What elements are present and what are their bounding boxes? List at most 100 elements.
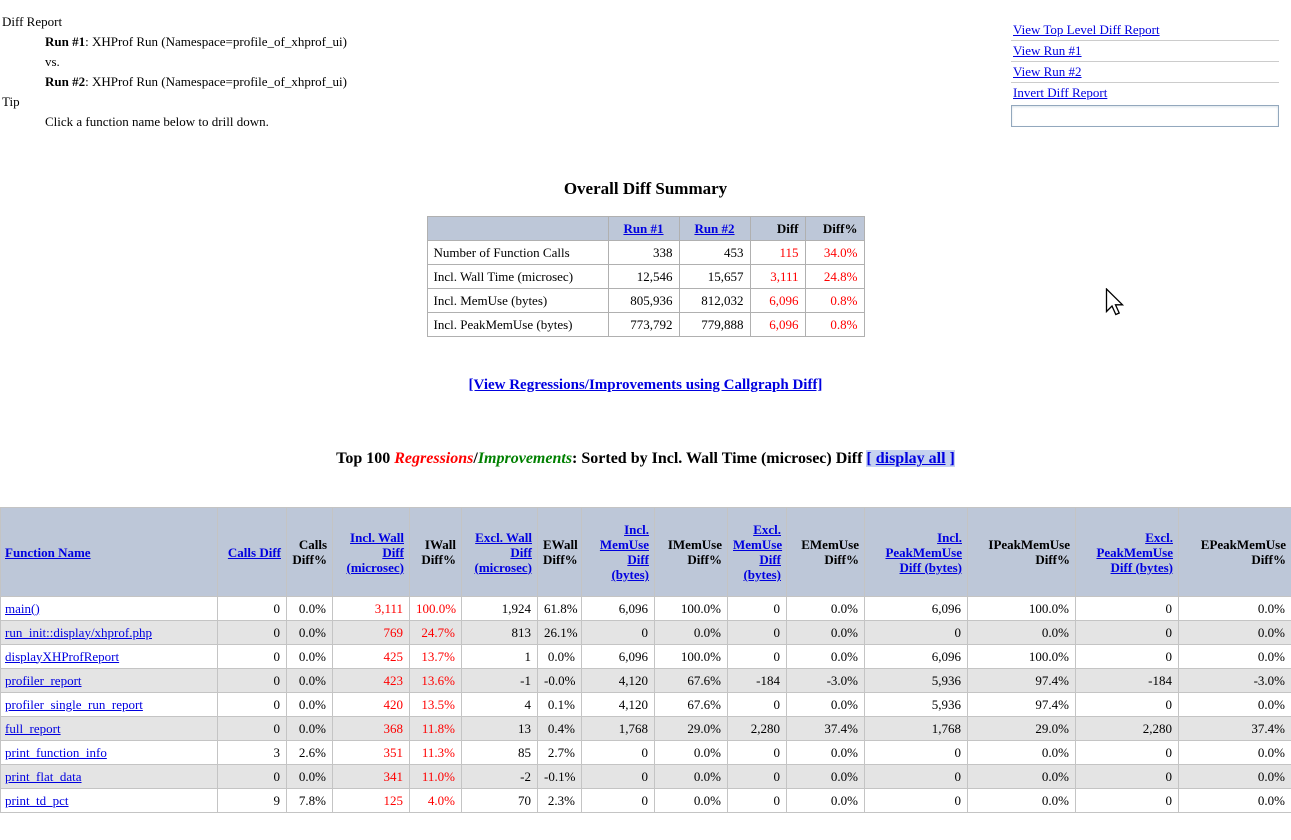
- sort-link[interactable]: Excl. MemUse Diff (bytes): [733, 522, 783, 582]
- col-header-excl-memuse-diff-bytes[interactable]: Excl. MemUse Diff (bytes): [727, 507, 787, 597]
- function-link[interactable]: print_td_pct: [5, 792, 69, 808]
- display-all-link[interactable]: display all: [875, 450, 946, 467]
- col-header-calls-diff[interactable]: Calls Diff: [217, 507, 287, 597]
- function-link[interactable]: displayXHProfReport: [5, 648, 120, 664]
- col-header-incl-peakmemuse-diff-bytes[interactable]: Incl. PeakMemUse Diff (bytes): [864, 507, 968, 597]
- function-name-cell: full_report: [0, 716, 218, 741]
- col-header-epeakmemuse-diff: EPeakMemUse Diff%: [1178, 507, 1291, 597]
- diff-value-cell: 0.0%: [786, 620, 865, 645]
- function-link[interactable]: print_flat_data: [5, 768, 82, 784]
- sort-link[interactable]: Calls Diff: [227, 544, 281, 560]
- sort-link[interactable]: Incl. Wall Diff (microsec): [346, 529, 404, 575]
- col-header-excl-peakmemuse-diff-bytes[interactable]: Excl. PeakMemUse Diff (bytes): [1075, 507, 1179, 597]
- diff-report-description: Diff Report Run #1: XHProf Run (Namespac…: [0, 12, 1011, 132]
- diff-value-cell: 0.0%: [1178, 788, 1291, 813]
- function-link[interactable]: run_init::display/xhprof.php: [5, 624, 152, 640]
- diff-value-cell: 3,111: [332, 596, 410, 621]
- diff-value-cell: 0: [864, 788, 968, 813]
- diff-value-cell: 6,096: [864, 596, 968, 621]
- top100-middle: : Sorted by Incl. Wall Time (microsec) D…: [572, 450, 867, 467]
- diff-value-cell: 813: [461, 620, 538, 645]
- diff-value-cell: 11.8%: [409, 716, 462, 741]
- diff-value-cell: 0.0%: [967, 788, 1076, 813]
- view-top-level-diff-report-link[interactable]: View Top Level Diff Report: [1013, 22, 1160, 37]
- nav-item: View Run #2: [1011, 62, 1279, 83]
- diff-value-cell: 0.0%: [786, 596, 865, 621]
- diff-value-cell: 425: [332, 644, 410, 669]
- diff-value-cell: 2,280: [727, 716, 787, 741]
- diff-value-cell: 0: [1075, 620, 1179, 645]
- summary-value: 3,111: [749, 264, 806, 289]
- bracket-left: [: [866, 450, 876, 467]
- function-row: print_function_info 3 2.6% 351 11.3% 85 2.7% 0 0…: [0, 740, 1291, 765]
- summary-col-header[interactable]: Run #2: [678, 216, 751, 241]
- sort-link[interactable]: Excl. Wall Diff (microsec): [474, 529, 532, 575]
- report-title: Diff Report: [2, 14, 63, 29]
- summary-run-link[interactable]: Run #1: [623, 220, 664, 236]
- diff-value-cell: 0.4%: [537, 716, 582, 741]
- summary-value: 0.8%: [804, 312, 865, 337]
- diff-value-cell: 2.6%: [286, 740, 333, 765]
- summary-run-link[interactable]: Run #2: [694, 220, 735, 236]
- diff-value-cell: 2.3%: [537, 788, 582, 813]
- diff-value-cell: 0: [217, 596, 287, 621]
- summary-value: 773,792: [607, 312, 680, 337]
- diff-value-cell: 0.0%: [654, 764, 728, 789]
- view-callgraph-diff-link[interactable]: [View Regressions/Improvements using Cal…: [468, 377, 823, 393]
- diff-value-cell: 100.0%: [967, 644, 1076, 669]
- function-link[interactable]: profiler_report: [5, 672, 82, 688]
- diff-value-cell: 97.4%: [967, 692, 1076, 717]
- invert-diff-report-link[interactable]: Invert Diff Report: [1013, 85, 1108, 100]
- diff-value-cell: 0: [581, 620, 655, 645]
- summary-metric-label: Incl. MemUse (bytes): [426, 288, 609, 313]
- diff-value-cell: 0.0%: [786, 692, 865, 717]
- summary-value: 115: [749, 240, 806, 265]
- diff-value-cell: 420: [332, 692, 410, 717]
- summary-value: 812,032: [678, 288, 751, 313]
- diff-value-cell: 29.0%: [967, 716, 1076, 741]
- diff-value-cell: 0.0%: [654, 740, 728, 765]
- sort-link[interactable]: Incl. PeakMemUse Diff (bytes): [885, 529, 962, 575]
- col-header-incl-memuse-diff-bytes[interactable]: Incl. MemUse Diff (bytes): [581, 507, 655, 597]
- function-link[interactable]: main(): [5, 600, 40, 616]
- summary-col-header: [426, 216, 609, 241]
- function-link[interactable]: print_function_info: [5, 744, 107, 760]
- function-name-cell: print_flat_data: [0, 764, 218, 789]
- view-run1-link[interactable]: View Run #1: [1013, 43, 1082, 58]
- diff-value-cell: 1: [461, 644, 538, 669]
- col-header-excl-wall-diff-microsec[interactable]: Excl. Wall Diff (microsec): [461, 507, 538, 597]
- summary-value: 24.8%: [804, 264, 865, 289]
- diff-value-cell: 0: [581, 740, 655, 765]
- diff-value-cell: 0: [864, 740, 968, 765]
- diff-value-cell: 0: [727, 644, 787, 669]
- function-row: profiler_single_run_report 0 0.0% 420 13.5% 4…: [0, 692, 1291, 717]
- summary-col-header[interactable]: Run #1: [607, 216, 680, 241]
- report-nav: View Top Level Diff Report View Run #1 V…: [1011, 20, 1279, 132]
- function-name-cell: profiler_report: [0, 668, 218, 693]
- view-run2-link[interactable]: View Run #2: [1013, 64, 1082, 79]
- function-typeahead-input[interactable]: [1011, 105, 1279, 127]
- diff-value-cell: 0: [1075, 740, 1179, 765]
- sort-link[interactable]: Function Name: [5, 544, 91, 560]
- sort-link[interactable]: Incl. MemUse Diff (bytes): [599, 522, 649, 582]
- col-header-incl-wall-diff-microsec[interactable]: Incl. Wall Diff (microsec): [332, 507, 410, 597]
- function-link[interactable]: full_report: [5, 720, 61, 736]
- slash: /: [473, 450, 478, 467]
- diff-value-cell: 0: [1075, 644, 1179, 669]
- diff-value-cell: 0.0%: [786, 788, 865, 813]
- col-header-ewall-diff: EWall Diff%: [537, 507, 582, 597]
- function-link[interactable]: profiler_single_run_report: [5, 696, 143, 712]
- diff-value-cell: 368: [332, 716, 410, 741]
- page-header: Diff Report Run #1: XHProf Run (Namespac…: [0, 0, 1291, 132]
- diff-value-cell: 0: [581, 788, 655, 813]
- diff-value-cell: 4.0%: [409, 788, 462, 813]
- diff-value-cell: 0.1%: [537, 692, 582, 717]
- diff-value-cell: 6,096: [581, 644, 655, 669]
- diff-value-cell: 0: [727, 692, 787, 717]
- run1-label: Run #1: [45, 34, 86, 49]
- sort-link[interactable]: Excl. PeakMemUse Diff (bytes): [1096, 529, 1173, 575]
- diff-value-cell: 0: [864, 764, 968, 789]
- col-header-function-name[interactable]: Function Name: [0, 507, 218, 597]
- nav-item: Invert Diff Report: [1011, 83, 1279, 103]
- diff-value-cell: 0: [217, 668, 287, 693]
